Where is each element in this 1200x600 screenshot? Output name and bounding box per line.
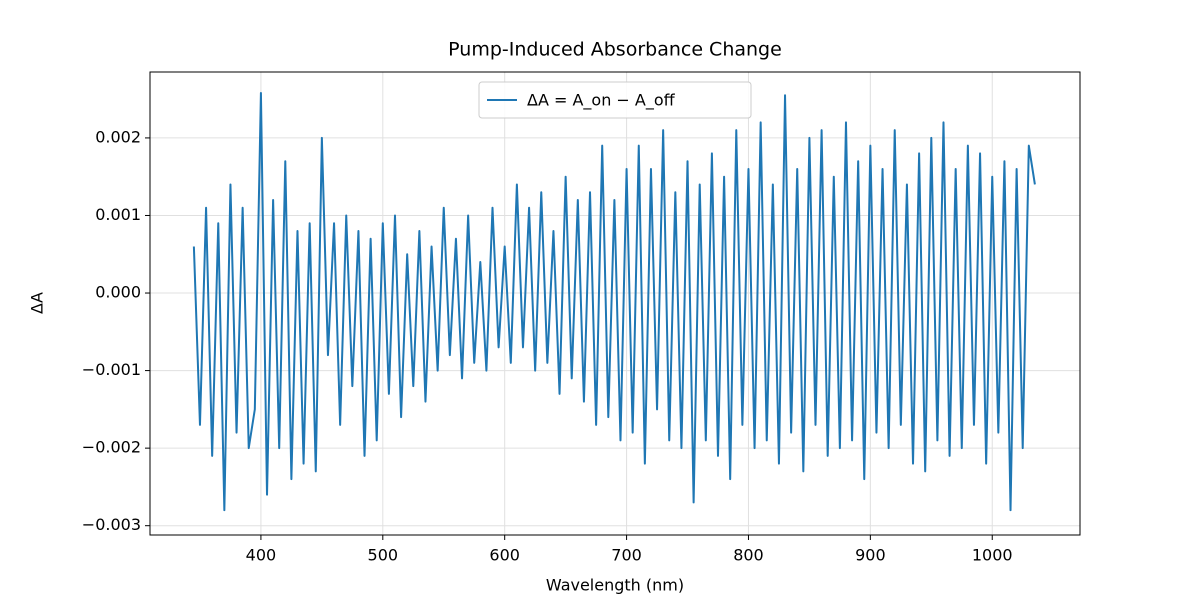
y-tick-label: 0.002 xyxy=(95,127,141,146)
legend-label: ΔA = A_on − A_off xyxy=(527,91,676,111)
legend: ΔA = A_on − A_off xyxy=(478,81,752,119)
plot-frame xyxy=(149,71,1081,536)
y-tick-label: 0.001 xyxy=(95,205,141,224)
plot-data xyxy=(192,91,1036,512)
ticks: 400 500 600 700 800 900 1000 −0.003 −0.002 −0.001… xyxy=(82,127,1013,564)
x-tick-label: 800 xyxy=(733,546,764,565)
x-axis-label: Wavelength (nm) xyxy=(546,576,684,595)
y-axis-label: ΔA xyxy=(28,292,47,314)
chart-title: Pump-Induced Absorbance Change xyxy=(448,39,782,61)
data-line xyxy=(192,91,1036,512)
y-tick-label: −0.001 xyxy=(82,360,141,379)
x-tick-label: 900 xyxy=(855,546,886,565)
y-tick-label: −0.003 xyxy=(82,515,141,534)
x-tick-label: 700 xyxy=(611,546,642,565)
y-tick-label: −0.002 xyxy=(82,438,141,457)
x-tick-label: 600 xyxy=(489,546,520,565)
legend-box xyxy=(478,81,752,119)
x-tick-label: 500 xyxy=(368,546,399,565)
y-tick-label: 0.000 xyxy=(95,283,141,302)
x-tick-label: 400 xyxy=(246,546,277,565)
x-tick-label: 1000 xyxy=(972,546,1013,565)
